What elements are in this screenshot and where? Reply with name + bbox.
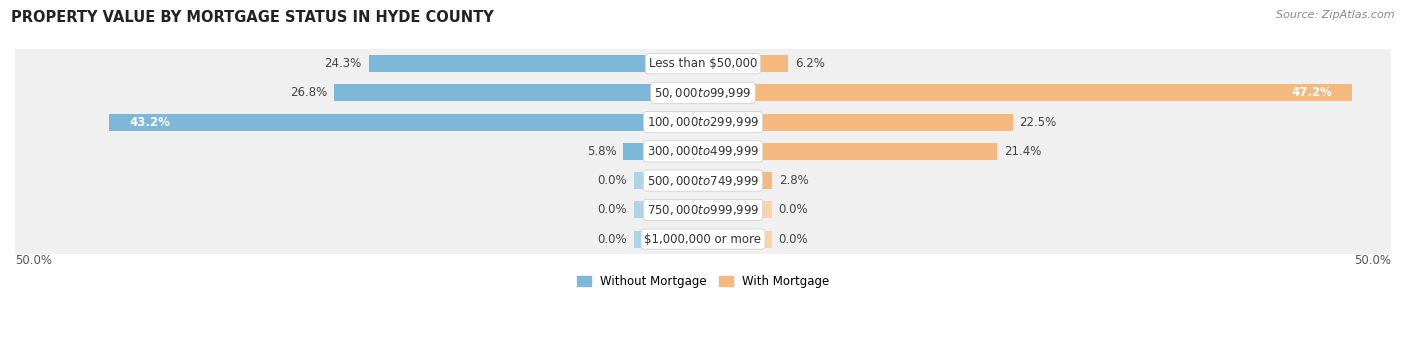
Text: Source: ZipAtlas.com: Source: ZipAtlas.com <box>1277 10 1395 20</box>
Bar <box>108 114 703 131</box>
Bar <box>634 202 703 218</box>
Text: 0.0%: 0.0% <box>598 233 627 246</box>
Text: 5.8%: 5.8% <box>586 145 616 158</box>
Text: 0.0%: 0.0% <box>598 203 627 216</box>
Bar <box>15 195 1391 224</box>
Bar <box>15 107 1391 137</box>
Bar <box>623 143 703 160</box>
Text: 47.2%: 47.2% <box>1291 86 1331 100</box>
Text: 50.0%: 50.0% <box>1354 254 1391 267</box>
Text: 0.0%: 0.0% <box>779 203 808 216</box>
Text: 22.5%: 22.5% <box>1019 116 1057 129</box>
Bar <box>703 143 997 160</box>
Bar <box>634 172 703 189</box>
Text: 2.8%: 2.8% <box>779 174 808 187</box>
Text: 26.8%: 26.8% <box>290 86 328 100</box>
Text: $50,000 to $99,999: $50,000 to $99,999 <box>654 86 752 100</box>
Legend: Without Mortgage, With Mortgage: Without Mortgage, With Mortgage <box>572 270 834 293</box>
Bar <box>703 172 772 189</box>
Text: Less than $50,000: Less than $50,000 <box>648 57 758 70</box>
Text: 0.0%: 0.0% <box>598 174 627 187</box>
Text: 24.3%: 24.3% <box>325 57 361 70</box>
Bar <box>703 85 1353 101</box>
Text: 0.0%: 0.0% <box>779 233 808 246</box>
Bar <box>15 78 1391 107</box>
Text: 43.2%: 43.2% <box>129 116 170 129</box>
Text: $100,000 to $299,999: $100,000 to $299,999 <box>647 115 759 129</box>
Bar <box>368 55 703 72</box>
Bar <box>703 55 789 72</box>
Bar <box>15 224 1391 254</box>
Text: $500,000 to $749,999: $500,000 to $749,999 <box>647 174 759 188</box>
Text: 21.4%: 21.4% <box>1004 145 1042 158</box>
Bar <box>703 202 772 218</box>
Text: PROPERTY VALUE BY MORTGAGE STATUS IN HYDE COUNTY: PROPERTY VALUE BY MORTGAGE STATUS IN HYD… <box>11 10 494 25</box>
Bar <box>15 137 1391 166</box>
Bar <box>15 49 1391 78</box>
Text: $1,000,000 or more: $1,000,000 or more <box>644 233 762 246</box>
Text: $300,000 to $499,999: $300,000 to $499,999 <box>647 144 759 158</box>
Bar <box>335 85 703 101</box>
Bar <box>703 114 1012 131</box>
Bar <box>634 231 703 248</box>
Bar <box>15 166 1391 195</box>
Bar <box>703 231 772 248</box>
Text: 50.0%: 50.0% <box>15 254 52 267</box>
Text: $750,000 to $999,999: $750,000 to $999,999 <box>647 203 759 217</box>
Text: 6.2%: 6.2% <box>796 57 825 70</box>
